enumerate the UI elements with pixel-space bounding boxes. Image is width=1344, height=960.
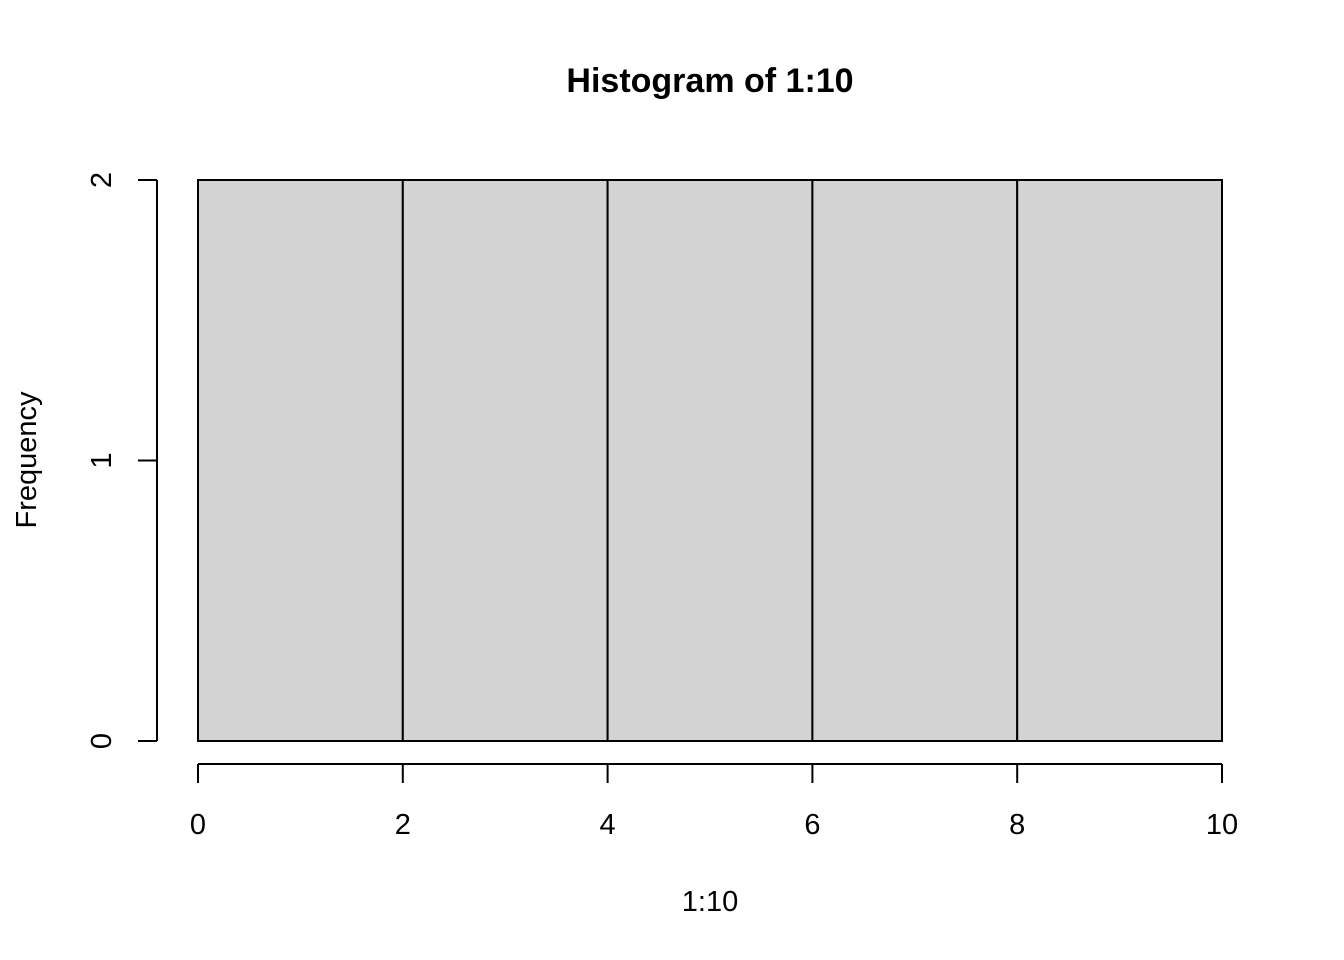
histogram-bar — [606, 179, 814, 742]
histogram-bar — [1016, 179, 1224, 742]
x-axis: 0 2 4 6 8 10 — [190, 763, 1238, 841]
x-axis-label: 1:10 — [682, 886, 738, 918]
y-axis-label: Frequency — [11, 391, 43, 529]
x-tick-label: 4 — [600, 809, 616, 841]
y-axis: 0 1 2 — [86, 172, 158, 749]
histogram-bar — [811, 179, 1019, 742]
x-tick-label: 0 — [190, 809, 206, 841]
x-tick-label: 8 — [1009, 809, 1025, 841]
y-tick-label: 0 — [86, 733, 118, 749]
histogram-bar — [197, 179, 404, 742]
x-tick-label: 6 — [804, 809, 820, 841]
y-tick-label: 2 — [86, 172, 118, 188]
histogram-bar — [401, 179, 609, 742]
chart-title: Histogram of 1:10 — [566, 62, 853, 100]
x-tick-label: 10 — [1206, 809, 1238, 841]
x-tick-label: 2 — [395, 809, 411, 841]
y-tick-label: 1 — [86, 452, 118, 468]
bars-group — [197, 179, 1224, 742]
